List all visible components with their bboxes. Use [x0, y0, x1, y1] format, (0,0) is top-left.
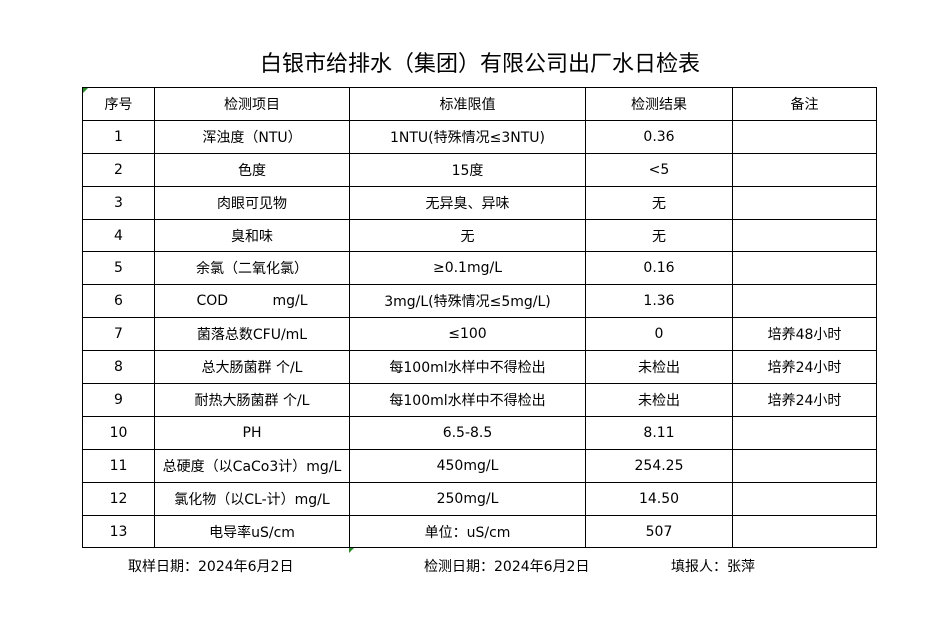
cell-result: 507	[585, 514, 733, 549]
cell-seq: 2	[82, 152, 155, 187]
cell-result: 14.50	[585, 481, 733, 516]
cell-standard: 无	[349, 218, 586, 253]
cell-seq: 10	[82, 415, 155, 450]
table-row: 8 总大肠菌群 个/L 每100ml水样中不得检出 未检出 培养24小时	[82, 350, 877, 385]
cell-seq: 13	[82, 514, 155, 549]
cell-result: 254.25	[585, 448, 733, 483]
cell-standard: 3mg/L(特殊情况≤5mg/L)	[349, 284, 586, 319]
cell-remark	[732, 481, 877, 516]
cell-seq: 8	[82, 350, 155, 385]
cell-seq: 9	[82, 383, 155, 417]
cell-result: 未检出	[585, 383, 733, 417]
cell-result: 0	[585, 317, 733, 352]
test-date: 检测日期：2024年6月2日	[424, 559, 590, 575]
table-row: 10 PH 6.5-8.5 8.11	[82, 415, 877, 450]
cell-standard: 450mg/L	[349, 448, 586, 483]
cell-result: 未检出	[585, 350, 733, 385]
cell-item: COD mg/L	[154, 284, 350, 319]
cell-remark	[732, 284, 877, 319]
cell-standard: 250mg/L	[349, 481, 586, 516]
table-row: 1 浑浊度（NTU） 1NTU(特殊情况≤3NTU) 0.36	[82, 119, 877, 154]
cell-remark	[732, 415, 877, 450]
cell-item: 肉眼可见物	[154, 185, 350, 220]
cell-result: 无	[585, 218, 733, 253]
table-row: 5 余氯（二氧化氯） ≥0.1mg/L 0.16	[82, 251, 877, 286]
cell-remark: 培养24小时	[732, 350, 877, 385]
cell-standard: 15度	[349, 152, 586, 187]
cell-standard: 1NTU(特殊情况≤3NTU)	[349, 119, 586, 154]
cell-seq: 12	[82, 481, 155, 516]
table-row: 6 COD mg/L 3mg/L(特殊情况≤5mg/L) 1.36	[82, 284, 877, 319]
inspection-table: 序号 检测项目 标准限值 检测结果 备注 1 浑浊度（NTU） 1NTU(特殊情况≤3NTU)…	[82, 87, 877, 549]
cell-standard: 每100ml水样中不得检出	[349, 350, 586, 385]
cell-item: 氯化物（以CL-计）mg/L	[154, 481, 350, 516]
table-row: 11 总硬度（以CaCo3计）mg/L 450mg/L 254.25	[82, 448, 877, 483]
cell-remark	[732, 218, 877, 253]
cell-standard: 无异臭、异味	[349, 185, 586, 220]
header-standard: 标准限值	[349, 87, 586, 121]
header-seq: 序号	[82, 87, 155, 121]
table-row: 3 肉眼可见物 无异臭、异味无	[82, 185, 877, 220]
cell-standard: 单位：uS/cm	[349, 514, 586, 549]
cell-remark	[732, 185, 877, 220]
cell-remark	[732, 251, 877, 286]
reporter: 填报人：张萍	[671, 559, 755, 575]
cell-result: <5	[585, 152, 733, 187]
table-row: 7 菌落总数CFU/mL ≤100 0 培养48小时	[82, 317, 877, 352]
cell-item: 浑浊度（NTU）	[154, 119, 350, 154]
header-item: 检测项目	[154, 87, 350, 121]
cell-seq: 1	[82, 119, 155, 154]
header-remark: 备注	[732, 87, 877, 121]
cell-item: 色度	[154, 152, 350, 187]
table-row: 12 氯化物（以CL-计）mg/L 250mg/L 14.50	[82, 481, 877, 516]
cell-item: 电导率uS/cm	[154, 514, 350, 549]
cell-seq: 6	[82, 284, 155, 319]
header-result: 检测结果	[585, 87, 733, 121]
cell-item: 臭和味	[154, 218, 350, 253]
table-row: 9 耐热大肠菌群 个/L 每100ml水样中不得检出 未检出 培养24小时	[82, 383, 877, 417]
cell-result: 0.16	[585, 251, 733, 286]
cell-seq: 4	[82, 218, 155, 253]
cell-result: 0.36	[585, 119, 733, 154]
header-row: 序号 检测项目 标准限值 检测结果 备注	[82, 87, 877, 121]
cell-remark: 培养48小时	[732, 317, 877, 352]
cell-standard: 每100ml水样中不得检出	[349, 383, 586, 417]
cell-marker-icon	[349, 548, 354, 553]
cell-item: PH	[154, 415, 350, 450]
cell-remark: 培养24小时	[732, 383, 877, 417]
cell-standard: ≤100	[349, 317, 586, 352]
sample-date: 取样日期：2024年6月2日	[128, 559, 294, 575]
cell-remark	[732, 152, 877, 187]
page-title: 白银市给排水（集团）有限公司出厂水日检表	[259, 52, 700, 77]
cell-seq: 11	[82, 448, 155, 483]
cell-remark	[732, 514, 877, 549]
cell-item: 耐热大肠菌群 个/L	[154, 383, 350, 417]
cell-remark	[732, 448, 877, 483]
cell-result: 8.11	[585, 415, 733, 450]
table-row: 13 电导率uS/cm 单位：uS/cm 507	[82, 514, 877, 549]
cell-item: 菌落总数CFU/mL	[154, 317, 350, 352]
table-row: 4 臭和味无无	[82, 218, 877, 253]
cell-seq: 3	[82, 185, 155, 220]
cell-item: 总硬度（以CaCo3计）mg/L	[154, 448, 350, 483]
cell-seq: 7	[82, 317, 155, 352]
cell-standard: 6.5-8.5	[349, 415, 586, 450]
cell-item: 总大肠菌群 个/L	[154, 350, 350, 385]
cell-result: 1.36	[585, 284, 733, 319]
cell-standard: ≥0.1mg/L	[349, 251, 586, 286]
cell-item: 余氯（二氧化氯）	[154, 251, 350, 286]
cell-seq: 5	[82, 251, 155, 286]
cell-remark	[732, 119, 877, 154]
table-row: 2 色度 15度 <5	[82, 152, 877, 187]
cell-result: 无	[585, 185, 733, 220]
